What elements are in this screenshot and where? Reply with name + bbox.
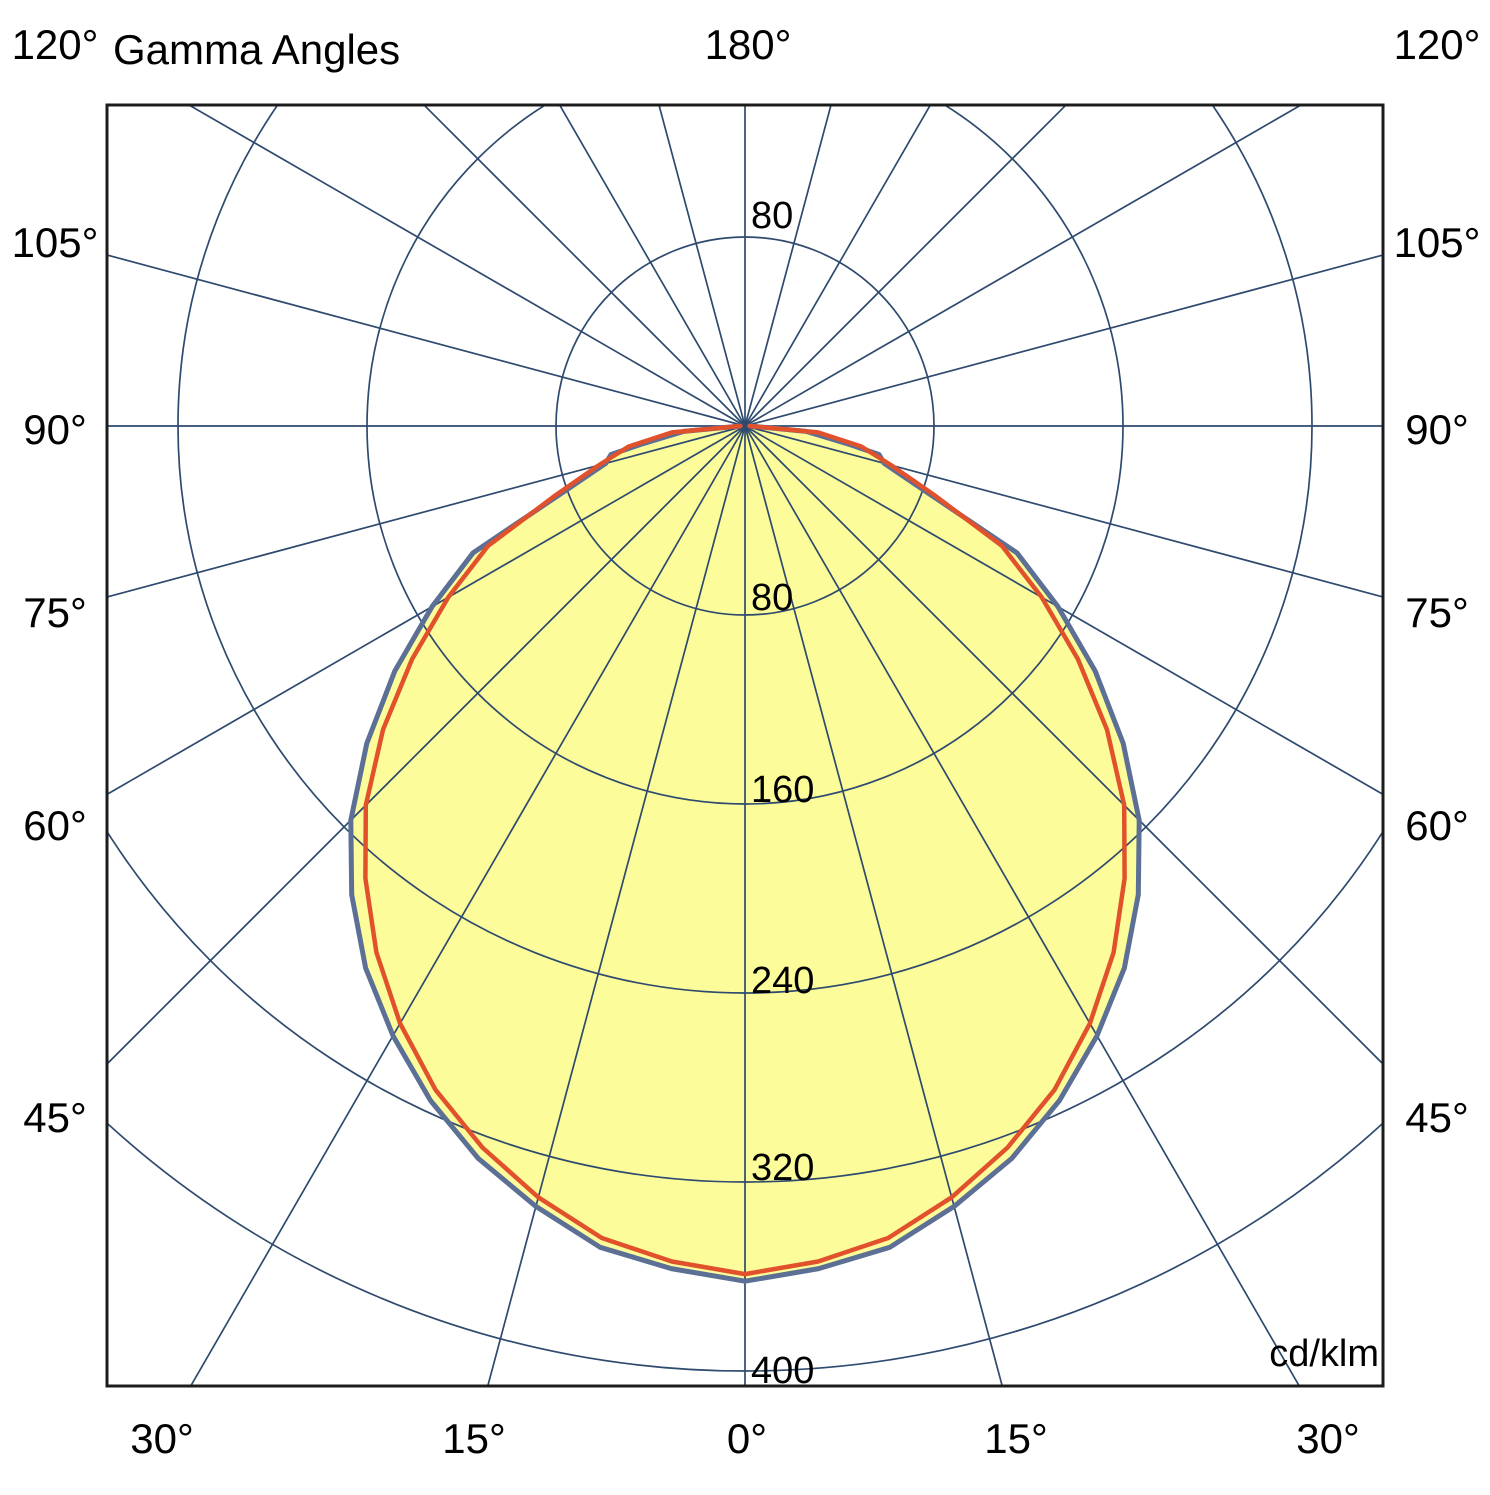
gamma-label-right-90: 90°: [1405, 406, 1469, 453]
c0-c180-curve: [348, 423, 1142, 1284]
ring-label-400-5: 400: [751, 1350, 814, 1392]
grid-ray-150: [744, 105, 932, 427]
gamma-label-bottom-30: 30°: [130, 1415, 194, 1462]
gamma-label-bottom-0: 0°: [727, 1415, 767, 1462]
gamma-label-top-180: 180°: [705, 21, 792, 68]
grid-ray-135: [744, 105, 1068, 427]
gamma-label-right-75: 75°: [1405, 589, 1469, 636]
grid-ray-240: [187, 105, 746, 427]
ring-label-80-1: 80: [751, 577, 793, 619]
grid-ray-285: [107, 425, 746, 598]
gamma-label-left-90: 90°: [23, 406, 87, 453]
gamma-label-right-105: 105°: [1394, 219, 1481, 266]
gamma-label-left-120: 120°: [12, 21, 99, 68]
c90-c270-curve: [363, 423, 1127, 1277]
grid-ray-30: [744, 425, 1301, 1386]
units-label: cd/klm: [1269, 1333, 1379, 1375]
ring-label-80-0: 80: [751, 195, 793, 237]
gamma-label-right-120: 120°: [1394, 21, 1481, 68]
gamma-label-right-45: 45°: [1405, 1094, 1469, 1141]
grid-ray-165: [744, 105, 832, 427]
ring-label-160-2: 160: [751, 769, 814, 811]
gamma-label-left-45: 45°: [23, 1094, 87, 1141]
grid-ray-225: [422, 105, 746, 427]
grid-ray-15: [744, 425, 1004, 1386]
gamma-label-bottom-15: 15°: [984, 1415, 1048, 1462]
gamma-label-bottom-30: 30°: [1296, 1415, 1360, 1462]
gamma-label-bottom-15: 15°: [442, 1415, 506, 1462]
grid-ray-315: [107, 425, 746, 1066]
grid-ray-255: [107, 254, 746, 427]
ring-label-240-3: 240: [751, 960, 814, 1002]
chart-title: Gamma Angles: [113, 26, 401, 73]
plot-border: [105, 103, 1385, 1388]
gamma-angle-labels: 180° 120° 105° 90° 75° 60° 45° 120° 105° 90° 75° 60…: [12, 21, 1481, 1462]
grid-ray-75: [744, 425, 1383, 598]
grid-ray-60: [744, 425, 1383, 796]
gamma-label-left-105: 105°: [12, 219, 99, 266]
grid-ray-210: [558, 105, 746, 427]
grid-ray-300: [107, 425, 746, 796]
grid-ray-120: [744, 105, 1303, 427]
grid-ray-345: [486, 425, 746, 1386]
grid-ray-330: [189, 425, 746, 1386]
gamma-label-right-60: 60°: [1405, 802, 1469, 849]
gamma-label-left-60: 60°: [23, 802, 87, 849]
grid-ray-105: [744, 254, 1383, 427]
ring-label-320-4: 320: [751, 1147, 814, 1189]
gamma-label-left-75: 75°: [23, 589, 87, 636]
grid-ray-45: [744, 425, 1383, 1066]
